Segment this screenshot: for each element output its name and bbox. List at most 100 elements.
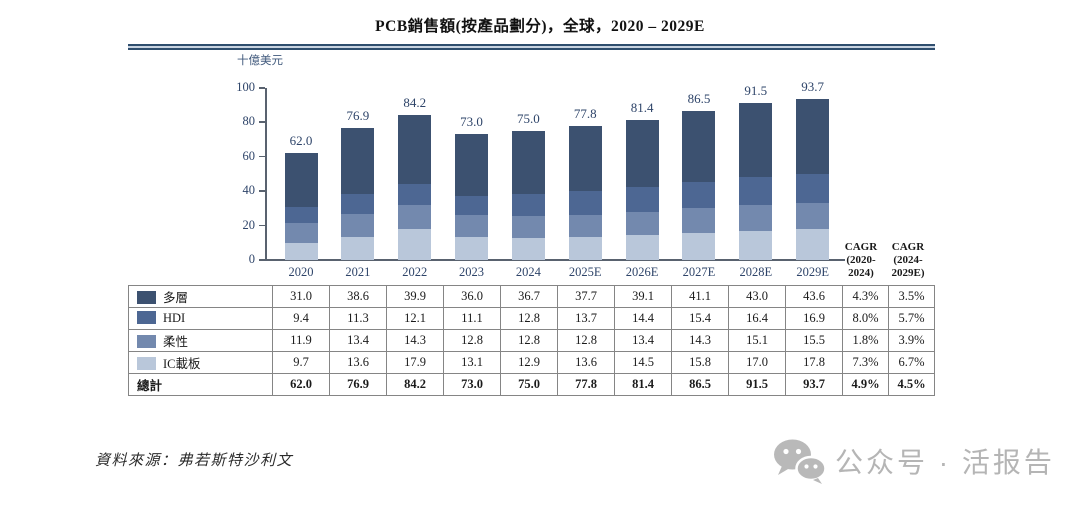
legend-swatch-IC載板 [137, 357, 156, 370]
table-cell: 36.7 [500, 285, 558, 308]
bar-segment-柔性-2029E [796, 202, 830, 230]
table-cell: 77.8 [557, 373, 615, 396]
row-label-text: 多層 [163, 291, 189, 305]
bar-segment-多層-2029E [796, 98, 830, 174]
title-divider [128, 44, 935, 50]
table-cell: 13.7 [557, 307, 615, 330]
table-cell: 5.7% [888, 307, 935, 330]
table-cell: 11.1 [443, 307, 501, 330]
bar-segment-柔性-2024 [511, 215, 545, 238]
data-table: 多層 31.0 38.6 39.9 36.0 36.7 37.7 39.1 41.1 43.0 43… [128, 285, 935, 396]
bar-total-label-2025E: 77.8 [573, 106, 597, 122]
table-cell: 12.8 [557, 329, 615, 352]
table-cell: 9.4 [272, 307, 330, 330]
table-cell: 43.6 [785, 285, 843, 308]
y-axis-tick-label: 40 [242, 183, 256, 198]
bar-segment-HDI-2022 [398, 183, 432, 205]
x-axis-line [265, 258, 845, 261]
table-cell: 12.8 [443, 329, 501, 352]
table-cell: 14.3 [671, 329, 729, 352]
cagr-header-line: CAGR [891, 241, 925, 253]
table-row-多層: 多層 31.0 38.6 39.9 36.0 36.7 37.7 39.1 41.1 43.0 43… [128, 285, 935, 308]
table-cell: 4.3% [842, 285, 889, 308]
bar-segment-HDI-2025E [568, 191, 602, 215]
table-cell: 17.0 [728, 351, 786, 374]
bar-total-label-2026E: 81.4 [630, 99, 654, 115]
bar-segment-柔性-2028E [739, 204, 773, 231]
bar-segment-柔性-2026E [625, 212, 659, 236]
bar-total-label-2028E: 91.5 [744, 82, 768, 98]
bar-segment-IC載板-2022 [398, 229, 432, 260]
bar-segment-多層-2022 [398, 115, 432, 184]
table-cell: 31.0 [272, 285, 330, 308]
bar-total-label-2023: 73.0 [460, 114, 483, 130]
cagr-header-2: CAGR (2024- 2029E) [876, 241, 940, 280]
table-cell: 38.6 [329, 285, 387, 308]
y-axis-tick-label: 0 [248, 252, 255, 266]
table-cell: 14.4 [614, 307, 672, 330]
bar-segment-HDI-2021 [341, 194, 375, 214]
bar-segment-柔性-2027E [682, 208, 716, 233]
cagr-header-line: 2029E) [891, 267, 925, 279]
y-axis-tick-label: 80 [242, 114, 256, 129]
table-cell: 76.9 [329, 373, 387, 396]
x-axis-label-2021: 2021 [345, 265, 371, 279]
legend-swatch-多層 [137, 291, 156, 304]
table-cell: 17.8 [785, 351, 843, 374]
table-cell: 14.5 [614, 351, 672, 374]
x-axis-label-2029E: 2029E [796, 265, 829, 279]
table-cell: 13.4 [614, 329, 672, 352]
table-cell: 4.9% [842, 373, 889, 396]
x-axis-label-2024: 2024 [515, 265, 541, 279]
table-cell: 43.0 [728, 285, 786, 308]
bar-segment-多層-2025E [568, 126, 602, 192]
bar-total-label-2022: 84.2 [403, 95, 427, 111]
table-cell: 7.3% [842, 351, 889, 374]
table-cell: 62.0 [272, 373, 330, 396]
x-axis-label-2027E: 2027E [682, 265, 716, 279]
table-cell: 81.4 [614, 373, 672, 396]
y-axis-tick-label: 20 [242, 217, 256, 232]
table-cell: 16.9 [785, 307, 843, 330]
table-cell: 13.6 [557, 351, 615, 374]
table-row-柔性: 柔性 11.9 13.4 14.3 12.8 12.8 12.8 13.4 14.3 15.1 15… [128, 329, 935, 352]
bar-segment-IC載板-2027E [682, 232, 716, 260]
chart-title: PCB銷售額(按產品劃分)，全球，2020 – 2029E [375, 18, 705, 35]
table-cell: 3.9% [888, 329, 935, 352]
table-cell: 12.1 [386, 307, 444, 330]
table-cell: 13.1 [443, 351, 501, 374]
cagr-header-1: CAGR (2020- 2024) [829, 241, 893, 280]
bar-segment-柔性-2021 [341, 213, 375, 237]
x-axis-label-2026E: 2026E [625, 265, 659, 279]
x-axis-label-2023: 2023 [459, 265, 485, 279]
cagr-header-line: (2020- [846, 254, 876, 266]
row-label-cell: 多層 [128, 285, 273, 308]
x-axis-label-2022: 2022 [402, 265, 428, 279]
bar-segment-多層-2028E [739, 102, 773, 177]
bar-segment-多層-2021 [341, 127, 375, 195]
bar-segment-柔性-2020 [284, 222, 318, 244]
cagr-header-line: CAGR [844, 241, 878, 253]
table-cell: 14.3 [386, 329, 444, 352]
y-axis-tick [259, 224, 265, 227]
table-cell: 15.5 [785, 329, 843, 352]
y-axis-tick [259, 190, 265, 192]
table-cell: 84.2 [386, 373, 444, 396]
table-cell: 16.4 [728, 307, 786, 330]
table-cell: 37.7 [557, 285, 615, 308]
bar-segment-HDI-2024 [511, 193, 545, 216]
row-label-text: 柔性 [163, 335, 189, 349]
bar-segment-多層-2026E [625, 119, 659, 188]
table-cell: 11.9 [272, 329, 330, 352]
table-cell: 73.0 [443, 373, 501, 396]
bar-segment-柔性-2025E [568, 214, 602, 237]
bar-segment-IC載板-2021 [341, 236, 375, 260]
table-cell: 8.0% [842, 307, 889, 330]
row-label-cell: 柔性 [128, 329, 273, 352]
table-cell: 13.6 [329, 351, 387, 374]
bar-segment-IC載板-2029E [796, 229, 830, 260]
bar-segment-IC載板-2020 [284, 243, 318, 260]
bar-segment-多層-2020 [284, 153, 318, 207]
row-label-cell: 總計 [128, 373, 273, 396]
